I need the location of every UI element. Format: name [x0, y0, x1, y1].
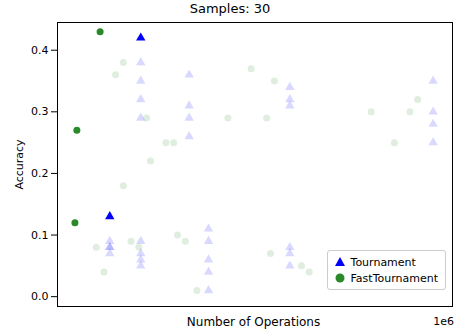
html-text:Number of Operations: Number of Operations [186, 315, 321, 329]
svg-text:0.2: 0.2 [31, 167, 49, 180]
html-text:Samples: 30: Samples: 30 [189, 1, 271, 16]
svg-text:Accuracy: Accuracy [13, 139, 26, 190]
svg-text:0.0: 0.0 [31, 290, 49, 303]
svg-text:0.4: 0.4 [31, 44, 49, 57]
svg-text:0.3: 0.3 [31, 105, 49, 118]
html-text:Tournament: Tournament [350, 255, 416, 269]
html-text:FastTournament: FastTournament [350, 271, 438, 285]
svg-text:0.1: 0.1 [31, 229, 49, 242]
html-text:1e6: 1e6 [433, 315, 454, 328]
